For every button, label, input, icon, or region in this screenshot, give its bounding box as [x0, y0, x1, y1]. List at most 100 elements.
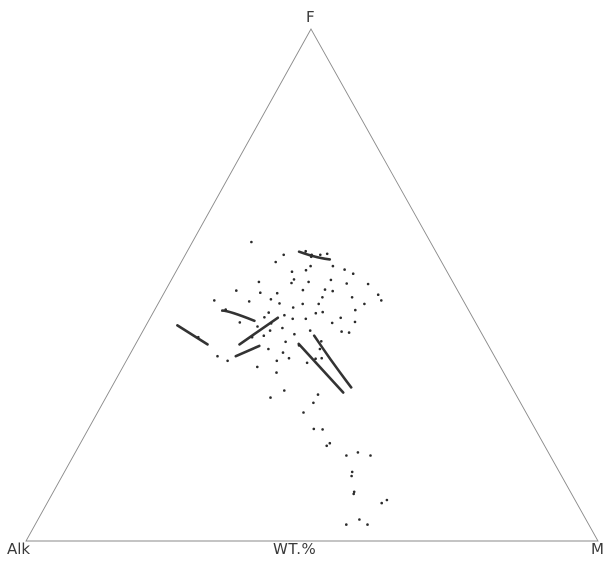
data-point	[269, 298, 273, 301]
data-point	[304, 268, 308, 272]
data-point	[301, 302, 305, 306]
units-label: WT.%	[273, 540, 317, 558]
trend-line-6	[312, 334, 353, 389]
data-point	[287, 356, 291, 360]
data-point	[281, 351, 285, 354]
vertex-label-alk: Alk	[7, 540, 31, 558]
data-point	[351, 272, 355, 276]
vertex-label-f: F	[306, 8, 315, 26]
trend-lines	[176, 250, 353, 394]
data-point	[301, 288, 305, 292]
data-point	[267, 311, 271, 314]
data-point	[339, 316, 343, 320]
data-point	[352, 490, 356, 494]
data-point	[320, 340, 323, 343]
data-point	[302, 411, 305, 414]
data-point	[197, 335, 200, 339]
data-point	[321, 310, 325, 314]
data-point	[321, 428, 324, 431]
data-point	[281, 326, 284, 330]
data-point	[352, 492, 356, 496]
data-point	[310, 253, 314, 257]
data-point	[255, 365, 259, 369]
data-point	[224, 308, 227, 311]
ternary-frame	[25, 28, 599, 542]
trend-line-4	[221, 309, 256, 323]
data-point	[312, 427, 316, 431]
data-point	[369, 454, 372, 457]
data-point	[309, 255, 313, 259]
data-point	[358, 518, 361, 521]
data-point	[345, 454, 348, 457]
data-point	[283, 313, 286, 317]
data-point	[307, 280, 310, 284]
trend-line-2	[176, 324, 209, 346]
trend-line-7	[297, 342, 345, 394]
trend-line-5	[238, 316, 280, 346]
data-point	[317, 302, 321, 306]
data-point	[292, 278, 296, 281]
data-point	[304, 317, 308, 321]
data-point	[235, 289, 238, 292]
data-point	[226, 359, 229, 363]
data-point	[350, 470, 354, 474]
data-point	[257, 280, 261, 284]
data-point	[274, 260, 278, 264]
data-point	[321, 296, 324, 299]
data-point	[278, 302, 281, 305]
data-point	[366, 282, 370, 286]
data-point	[363, 302, 366, 306]
data-point	[354, 308, 357, 312]
data-point	[297, 344, 301, 347]
data-point	[380, 299, 383, 302]
data-point	[275, 359, 279, 363]
data-point	[331, 289, 335, 293]
data-point	[290, 270, 294, 274]
data-point	[275, 371, 278, 374]
data-point	[262, 334, 266, 338]
data-point	[284, 340, 287, 344]
data-point	[269, 396, 272, 399]
data-point	[291, 306, 295, 309]
data-point	[330, 321, 334, 325]
data-point	[328, 441, 332, 445]
data-point	[293, 332, 296, 336]
data-points	[197, 240, 389, 526]
data-point	[256, 325, 259, 328]
data-point	[353, 320, 357, 324]
data-point	[320, 356, 324, 360]
data-point	[282, 253, 286, 257]
data-point	[376, 293, 380, 297]
data-point	[325, 252, 329, 256]
data-point	[213, 299, 216, 302]
data-point	[331, 264, 335, 268]
data-point	[291, 317, 295, 321]
data-point	[318, 347, 322, 351]
data-point	[340, 330, 343, 333]
data-point	[314, 357, 317, 361]
data-point	[269, 322, 273, 325]
data-point	[259, 291, 262, 295]
data-point	[305, 361, 309, 365]
data-point	[366, 523, 369, 526]
data-point	[345, 282, 349, 285]
data-point	[350, 296, 354, 299]
data-point	[329, 278, 333, 282]
data-point	[350, 474, 353, 478]
ternary-triangle	[25, 28, 599, 542]
data-point	[316, 393, 320, 396]
data-point	[325, 444, 329, 448]
trend-line-1	[297, 250, 332, 261]
data-point	[238, 321, 242, 324]
data-point	[385, 498, 389, 502]
data-point	[347, 331, 351, 334]
data-point	[268, 329, 272, 332]
data-point	[312, 401, 315, 405]
data-point	[314, 311, 318, 315]
data-point	[267, 347, 270, 351]
data-point	[283, 389, 286, 392]
vertex-label-m: M	[591, 540, 604, 558]
data-point	[263, 316, 266, 319]
data-point	[247, 300, 251, 303]
data-point	[319, 253, 322, 257]
